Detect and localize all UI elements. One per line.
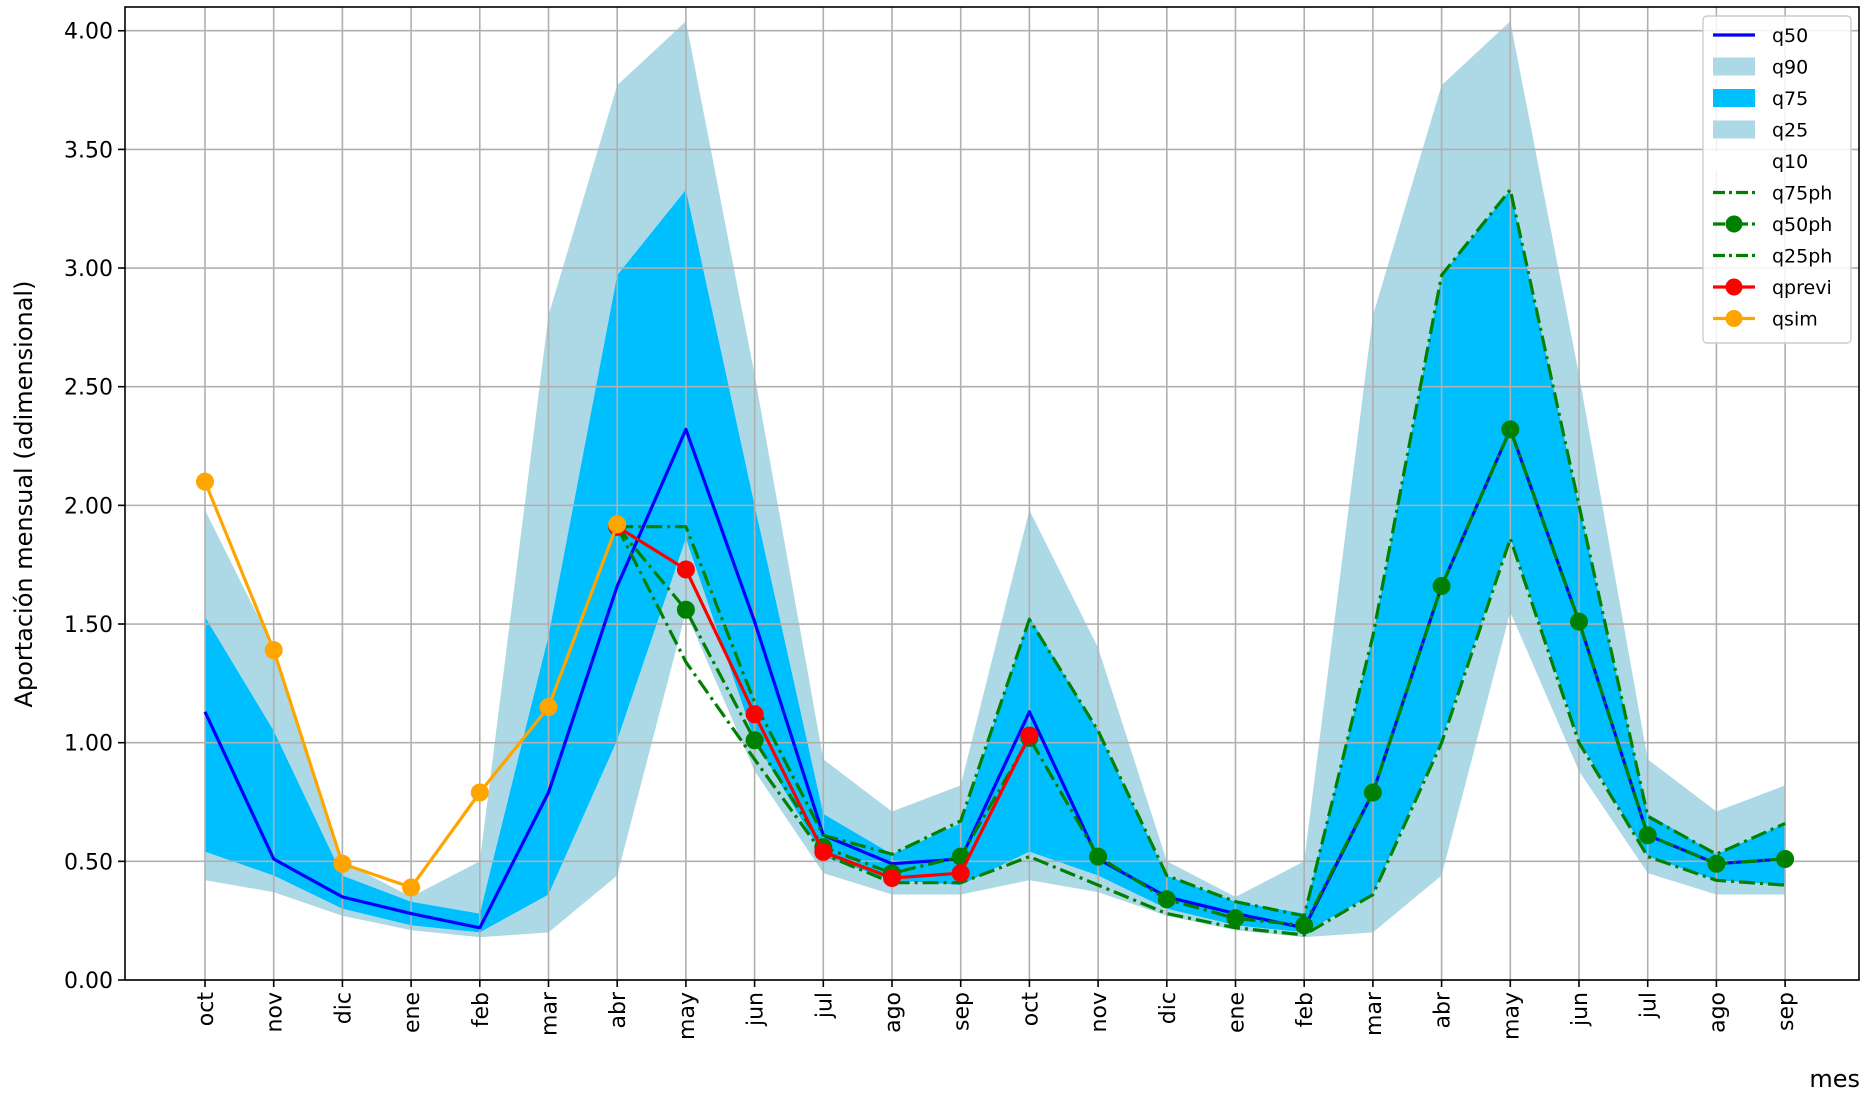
y-tick-label: 1.00 — [64, 732, 113, 757]
x-tick-label: jul — [1637, 992, 1662, 1019]
band-q90 — [205, 21, 1786, 914]
point-qsim — [333, 854, 352, 873]
legend-label-q50: q50 — [1772, 25, 1808, 47]
y-tick-label: 0.50 — [64, 850, 113, 875]
y-tick-label: 3.00 — [64, 257, 113, 282]
band-q75 — [205, 189, 1786, 933]
legend-label-q25: q25 — [1772, 120, 1808, 142]
x-tick-label: sep — [950, 992, 975, 1031]
legend-label-qsim: qsim — [1772, 309, 1818, 331]
x-tick-label: mar — [538, 991, 563, 1036]
point-q50ph — [1295, 916, 1314, 935]
x-tick-label: oct — [1018, 992, 1043, 1027]
y-tick-label: 0.00 — [64, 969, 113, 994]
point-qprevi — [1020, 726, 1039, 745]
point-qsim — [539, 698, 558, 717]
point-q50ph — [1501, 420, 1520, 439]
point-qsim — [470, 783, 489, 802]
point-qsim — [264, 641, 283, 660]
x-tick-label: dic — [331, 992, 356, 1024]
legend-label-q50ph: q50ph — [1772, 214, 1832, 236]
x-tick-label: nov — [1087, 992, 1112, 1032]
legend-marker-qsim — [1725, 310, 1743, 327]
legend-label-q75: q75 — [1772, 88, 1808, 110]
legend-marker-qprevi — [1725, 278, 1743, 296]
bands-layer — [205, 21, 1786, 980]
x-tick-label: abr — [606, 991, 631, 1028]
band-q25 — [205, 538, 1786, 938]
legend-swatch-q75 — [1713, 89, 1755, 107]
point-qsim — [196, 472, 214, 491]
legend-label-q90: q90 — [1772, 57, 1808, 79]
x-tick-label: feb — [469, 992, 494, 1027]
series-line-q75ph — [617, 188, 1786, 918]
legend-swatch-q25 — [1713, 120, 1755, 139]
x-tick-label: dic — [1156, 992, 1181, 1024]
x-tick-label: jun — [744, 992, 769, 1027]
legend-label-q75ph: q75ph — [1772, 183, 1832, 205]
point-q50ph — [1363, 783, 1382, 802]
y-axis-title: Aportación mensual (adimensional) — [10, 281, 38, 708]
series-line-q25ph — [615, 525, 1786, 937]
point-qsim — [402, 878, 421, 897]
plot-frame — [124, 6, 1860, 981]
x-tick-label: nov — [263, 992, 288, 1032]
y-tick-label: 3.50 — [64, 138, 113, 163]
legend-label-qprevi: qprevi — [1772, 277, 1832, 299]
point-q50ph — [1638, 826, 1657, 845]
point-qprevi — [676, 560, 695, 579]
point-q50ph — [1157, 890, 1176, 909]
point-q50ph — [1432, 577, 1451, 596]
legend-label-q25ph: q25ph — [1772, 246, 1832, 268]
legend: q50 q90 q75 q25 q10 q75ph q50ph q25ph qprevi qsim — [1702, 15, 1852, 344]
point-q50ph — [676, 600, 695, 619]
point-qprevi — [745, 705, 764, 724]
point-q50ph — [1707, 854, 1726, 873]
x-tick-label: ene — [1225, 992, 1250, 1033]
point-q50ph — [1226, 909, 1245, 928]
x-axis-title: mes — [1809, 1065, 1860, 1093]
y-tick-label: 2.00 — [64, 494, 113, 519]
point-qprevi — [951, 864, 970, 883]
grid-layer — [125, 7, 1859, 981]
x-tick-label: feb — [1293, 992, 1318, 1027]
y-tick-label: 1.50 — [64, 613, 113, 638]
x-tick-label: jun — [1568, 992, 1593, 1027]
point-q50ph — [1776, 849, 1795, 868]
lines-layer — [196, 188, 1795, 937]
ticks-layer: 0.00 0.50 1.00 1.50 2.00 2.50 3.00 3.50 4.00 oct n… — [64, 20, 1799, 1040]
point-q50ph — [1089, 847, 1108, 866]
x-tick-label: oct — [194, 992, 219, 1027]
point-q50ph — [745, 731, 764, 750]
legend-swatch-q90 — [1713, 57, 1755, 76]
legend-marker-q50ph — [1725, 215, 1743, 233]
x-tick-label: sep — [1774, 992, 1799, 1031]
x-tick-label: ago — [881, 992, 906, 1033]
x-tick-label: ene — [400, 992, 425, 1033]
x-tick-label: may — [1499, 992, 1524, 1040]
x-tick-label: may — [675, 992, 700, 1040]
series-line-q50 — [203, 427, 1786, 930]
y-tick-label: 4.00 — [64, 20, 113, 45]
x-tick-label: mar — [1362, 991, 1387, 1036]
point-qprevi — [883, 868, 901, 887]
band-q10 — [205, 612, 1786, 980]
legend-swatch-q10 — [1713, 152, 1755, 170]
legend-label-q10: q10 — [1772, 151, 1808, 173]
y-tick-label: 2.50 — [64, 376, 113, 401]
x-tick-label: abr — [1431, 991, 1456, 1028]
point-qprevi — [814, 842, 833, 861]
point-q50ph — [1570, 612, 1588, 631]
x-tick-label: jul — [812, 992, 837, 1019]
x-tick-label: ago — [1705, 992, 1730, 1033]
point-qsim — [608, 515, 627, 534]
